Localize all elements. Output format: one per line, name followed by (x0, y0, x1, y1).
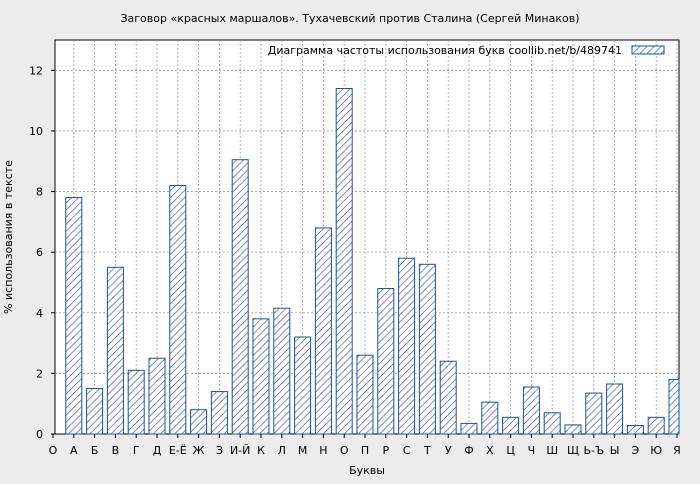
x-tick-label: С (403, 444, 411, 457)
bar-В (106, 266, 124, 435)
legend-label: Диаграмма частоты использования букв coo… (268, 44, 622, 57)
x-tick-label: Ц (506, 444, 515, 457)
y-axis-label: % использования в тексте (2, 160, 15, 314)
x-tick-label: И-Й (230, 444, 250, 457)
bar-Г (127, 369, 145, 435)
bar-М (294, 336, 312, 435)
bar-Щ (564, 424, 582, 435)
x-tick-label: П (361, 444, 369, 457)
y-tick-label: 10 (29, 125, 43, 138)
y-tick-label: 12 (29, 64, 43, 77)
x-tick-label: Ф (464, 444, 473, 457)
bar-Я (668, 378, 680, 435)
x-tick-label: З (216, 444, 223, 457)
x-tick-label: Ч (528, 444, 536, 457)
y-tick-label: 4 (36, 307, 43, 320)
x-tick-label: Щ (567, 444, 579, 457)
x-tick-label: Ю (650, 444, 662, 457)
x-tick-label: У (445, 444, 452, 457)
bar-Ц (502, 416, 520, 435)
x-tick-label: К (257, 444, 265, 457)
x-tick-label: Е-Ё (169, 444, 187, 457)
bar-А (65, 197, 83, 435)
x-tick-label: Ж (193, 444, 205, 457)
bar-У (439, 360, 457, 435)
x-tick-label: Ы (610, 444, 620, 457)
x-axis-ticks: О А Б В Г Д Е-Ё Ж З И-Й К Л М Н О П Р С Т У Ф Х Ц Ч Ш Щ Ь-Ъ Ы Э Ю Я (49, 434, 681, 457)
bar-К (252, 318, 270, 435)
bar-Ы (606, 383, 624, 435)
bar-Ь-Ъ (585, 392, 603, 435)
x-tick-label: Б (91, 444, 99, 457)
bar-И-Й (231, 159, 249, 435)
x-tick-label: В (112, 444, 120, 457)
x-tick-label: О (340, 444, 349, 457)
x-tick-label: Ь-Ъ (583, 444, 604, 457)
x-tick-label: Р (382, 444, 389, 457)
y-tick-label: 0 (36, 428, 43, 441)
bar-Ш (543, 412, 561, 435)
x-tick-label: Т (423, 444, 431, 457)
bar-Л (273, 307, 291, 435)
bar-Е-Ё (169, 184, 187, 435)
y-tick-label: 6 (36, 246, 43, 259)
x-tick-label: Н (319, 444, 327, 457)
legend-swatch (631, 45, 665, 55)
y-tick-label: 2 (36, 367, 43, 380)
bar-П (356, 354, 374, 435)
bar-Ж (190, 409, 208, 435)
bar-Ю (647, 416, 665, 435)
bar-Д (148, 357, 166, 435)
x-tick-label: Э (632, 444, 640, 457)
x-tick-label: Ш (546, 444, 558, 457)
y-axis-ticks: 0 2 4 6 8 10 12 (29, 64, 55, 441)
bar-Т (418, 263, 436, 435)
bar-Ф (460, 422, 478, 435)
x-tick-label: М (298, 444, 308, 457)
chart-title: Заговор «красных маршалов». Тухачевский … (120, 12, 579, 25)
bar-Р (377, 288, 395, 435)
x-tick-label: Я (673, 444, 681, 457)
x-axis-label: Буквы (349, 464, 385, 477)
bar-Х (481, 401, 499, 435)
bar-С (398, 257, 416, 435)
bar-О (335, 87, 353, 435)
bar-Н (314, 227, 332, 435)
x-tick-label: О (49, 444, 58, 457)
y-tick-label: 8 (36, 186, 43, 199)
bar-Ч (522, 386, 540, 435)
x-tick-label: А (70, 444, 78, 457)
bar-З (210, 391, 228, 435)
legend: Диаграмма частоты использования букв coo… (268, 44, 665, 57)
bar-Э (626, 425, 644, 435)
x-tick-label: Д (153, 444, 162, 457)
x-tick-label: Л (278, 444, 286, 457)
x-tick-label: Х (486, 444, 494, 457)
bar-Б (86, 388, 104, 435)
bars (65, 87, 680, 435)
x-tick-label: Г (133, 444, 140, 457)
